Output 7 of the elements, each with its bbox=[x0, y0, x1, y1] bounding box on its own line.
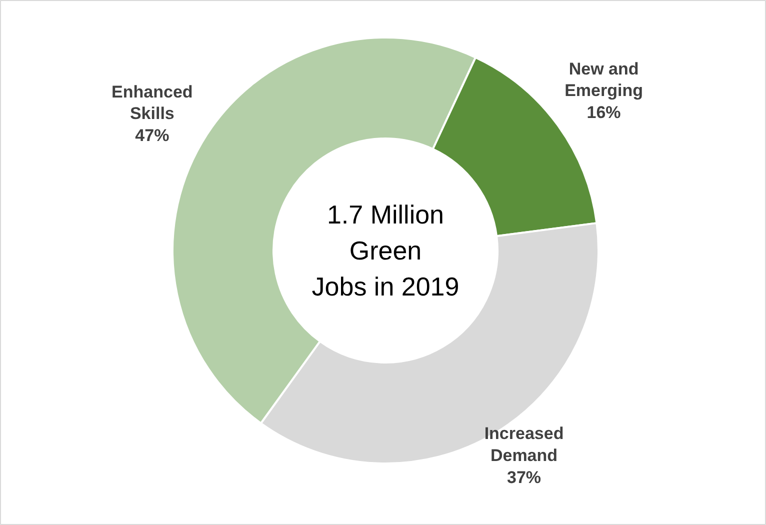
slice-label: Increased Demand bbox=[484, 424, 564, 465]
data-label: 16% bbox=[586, 103, 621, 122]
slice-label: Enhanced Skills bbox=[112, 82, 193, 124]
data-label: 37% bbox=[507, 468, 542, 487]
slice-label: New and Emerging bbox=[564, 59, 643, 100]
text: 1.7 Million Green Jobs in 2019 bbox=[312, 200, 460, 302]
data-label: 47% bbox=[135, 126, 170, 145]
